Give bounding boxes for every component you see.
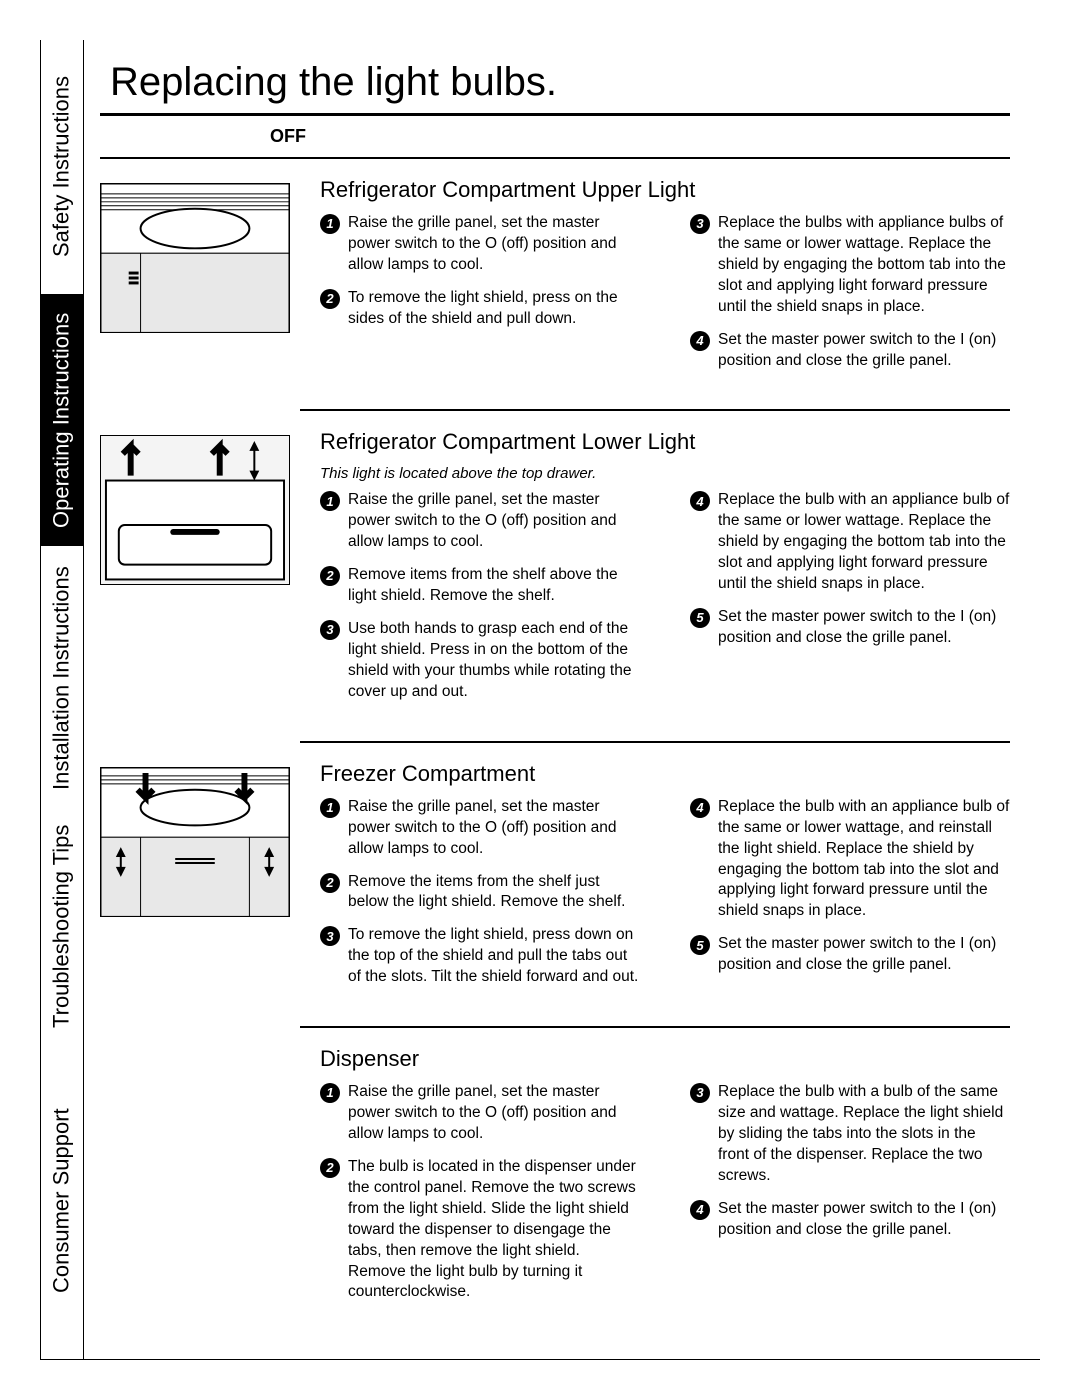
illustration [100,435,290,585]
text-col: Dispenser1 Raise the grille panel, set th… [300,1046,1010,1315]
step-text: To remove the light shield, press on the… [348,288,640,330]
step: 4 Set the master power switch to the I (o… [670,330,1010,384]
step-number-icon: 5 [690,935,710,955]
section-heading: Freezer Compartment [300,761,1010,797]
steps-wrap: 1 Raise the grille panel, set the master … [300,797,1010,1000]
section-heading: Dispenser [300,1046,1010,1082]
step-number-icon: 3 [690,214,710,234]
step: 3 Use both hands to grasp each end of the… [300,619,640,715]
step: 2 Remove items from the shelf above the l… [300,565,640,619]
step-number-icon: 4 [690,491,710,511]
step-number-icon: 2 [320,566,340,586]
step: 5 Set the master power switch to the I (o… [670,607,1010,661]
separator [100,157,1010,159]
step-text: Remove items from the shelf above the li… [348,565,640,607]
step-number-icon: 1 [320,491,340,511]
content-area: Replacing the light bulbs. OFF Refrigera… [100,40,1040,1335]
step-text: Replace the bulb with an appliance bulb … [718,797,1010,923]
tab-installation: Installation Instructions [40,546,84,810]
step-number-icon: 2 [320,1158,340,1178]
step: 2 Remove the items from the shelf just be… [300,872,640,926]
step-number-icon: 5 [690,608,710,628]
step-text: Replace the bulb with a bulb of the same… [718,1082,1010,1187]
tab-operating: Operating Instructions [40,294,84,546]
steps-col: 3 Replace the bulbs with appliance bulbs … [670,213,1010,383]
step-text: Raise the grille panel, set the master p… [348,213,640,276]
step-number-icon: 4 [690,331,710,351]
step-text: Replace the bulb with an appliance bulb … [718,490,1010,595]
illustration [100,183,290,333]
separator [300,409,1010,411]
steps-col: 1 Raise the grille panel, set the master … [300,213,640,383]
step-number-icon: 3 [320,926,340,946]
separator [300,741,1010,743]
section: Refrigerator Compartment Upper Light1 Rai… [100,177,1010,403]
step: 1 Raise the grille panel, set the master … [300,1082,640,1157]
steps-col: 1 Raise the grille panel, set the master … [300,797,640,1000]
step: 2 To remove the light shield, press on th… [300,288,640,342]
section: Refrigerator Compartment Lower LightThis… [100,429,1010,734]
step-number-icon: 3 [690,1083,710,1103]
illustration-col [100,177,300,383]
side-tabs: Safety Instructions Operating Instructio… [40,40,84,1360]
step: 2 The bulb is located in the dispenser un… [300,1157,640,1315]
step: 3 Replace the bulb with a bulb of the sam… [670,1082,1010,1199]
step-text: Raise the grille panel, set the master p… [348,1082,640,1145]
step: 3 To remove the light shield, press down … [300,925,640,1000]
step-number-icon: 4 [690,798,710,818]
section-heading: Refrigerator Compartment Lower Light [300,429,1010,465]
steps-col: 4 Replace the bulb with an appliance bulb… [670,490,1010,714]
tab-safety: Safety Instructions [40,40,84,294]
tab-consumer: Consumer Support [40,1042,84,1360]
step-number-icon: 4 [690,1200,710,1220]
step-text: To remove the light shield, press down o… [348,925,640,988]
steps-wrap: 1 Raise the grille panel, set the master … [300,1082,1010,1315]
step-text: Use both hands to grasp each end of the … [348,619,640,703]
steps-wrap: 1 Raise the grille panel, set the master … [300,213,1010,383]
steps-col: 4 Replace the bulb with an appliance bulb… [670,797,1010,1000]
step-text: Set the master power switch to the I (on… [718,330,1010,372]
section: Freezer Compartment1 Raise the grille pan… [100,761,1010,1020]
section: Dispenser1 Raise the grille panel, set th… [100,1046,1010,1335]
step-number-icon: 1 [320,1083,340,1103]
step: 1 Raise the grille panel, set the master … [300,213,640,288]
step-text: The bulb is located in the dispenser und… [348,1157,640,1303]
step: 5 Set the master power switch to the I (o… [670,934,1010,988]
step-number-icon: 1 [320,798,340,818]
section-heading: Refrigerator Compartment Upper Light [300,177,1010,213]
text-col: Refrigerator Compartment Lower LightThis… [300,429,1010,714]
step: 4 Replace the bulb with an appliance bulb… [670,797,1010,935]
step: 3 Replace the bulbs with appliance bulbs … [670,213,1010,330]
step-text: Raise the grille panel, set the master p… [348,490,640,553]
steps-col: 1 Raise the grille panel, set the master … [300,490,640,714]
tab-troubleshooting: Troubleshooting Tips [40,810,84,1042]
text-col: Freezer Compartment1 Raise the grille pan… [300,761,1010,1000]
step-text: Raise the grille panel, set the master p… [348,797,640,860]
step-number-icon: 1 [320,214,340,234]
steps-col: 3 Replace the bulb with a bulb of the sam… [670,1082,1010,1315]
page-title: Replacing the light bulbs. [100,40,1010,116]
step: 4 Replace the bulb with an appliance bulb… [670,490,1010,607]
illustration-col [100,1046,300,1315]
steps-col: 1 Raise the grille panel, set the master … [300,1082,640,1315]
section-note: This light is located above the top draw… [300,465,1010,490]
step-number-icon: 3 [320,620,340,640]
illustration-col [100,761,300,1000]
step-text: Remove the items from the shelf just bel… [348,872,640,914]
illustration-col [100,429,300,714]
step-number-icon: 2 [320,289,340,309]
text-col: Refrigerator Compartment Upper Light1 Rai… [300,177,1010,383]
step-number-icon: 2 [320,873,340,893]
step-text: Set the master power switch to the I (on… [718,1199,1010,1241]
step: 4 Set the master power switch to the I (o… [670,1199,1010,1253]
step-text: Set the master power switch to the I (on… [718,934,1010,976]
step: 1 Raise the grille panel, set the master … [300,490,640,565]
illustration [100,767,290,917]
off-label: OFF [100,116,1010,153]
step: 1 Raise the grille panel, set the master … [300,797,640,872]
separator [300,1026,1010,1028]
step-text: Replace the bulbs with appliance bulbs o… [718,213,1010,318]
step-text: Set the master power switch to the I (on… [718,607,1010,649]
steps-wrap: 1 Raise the grille panel, set the master … [300,490,1010,714]
